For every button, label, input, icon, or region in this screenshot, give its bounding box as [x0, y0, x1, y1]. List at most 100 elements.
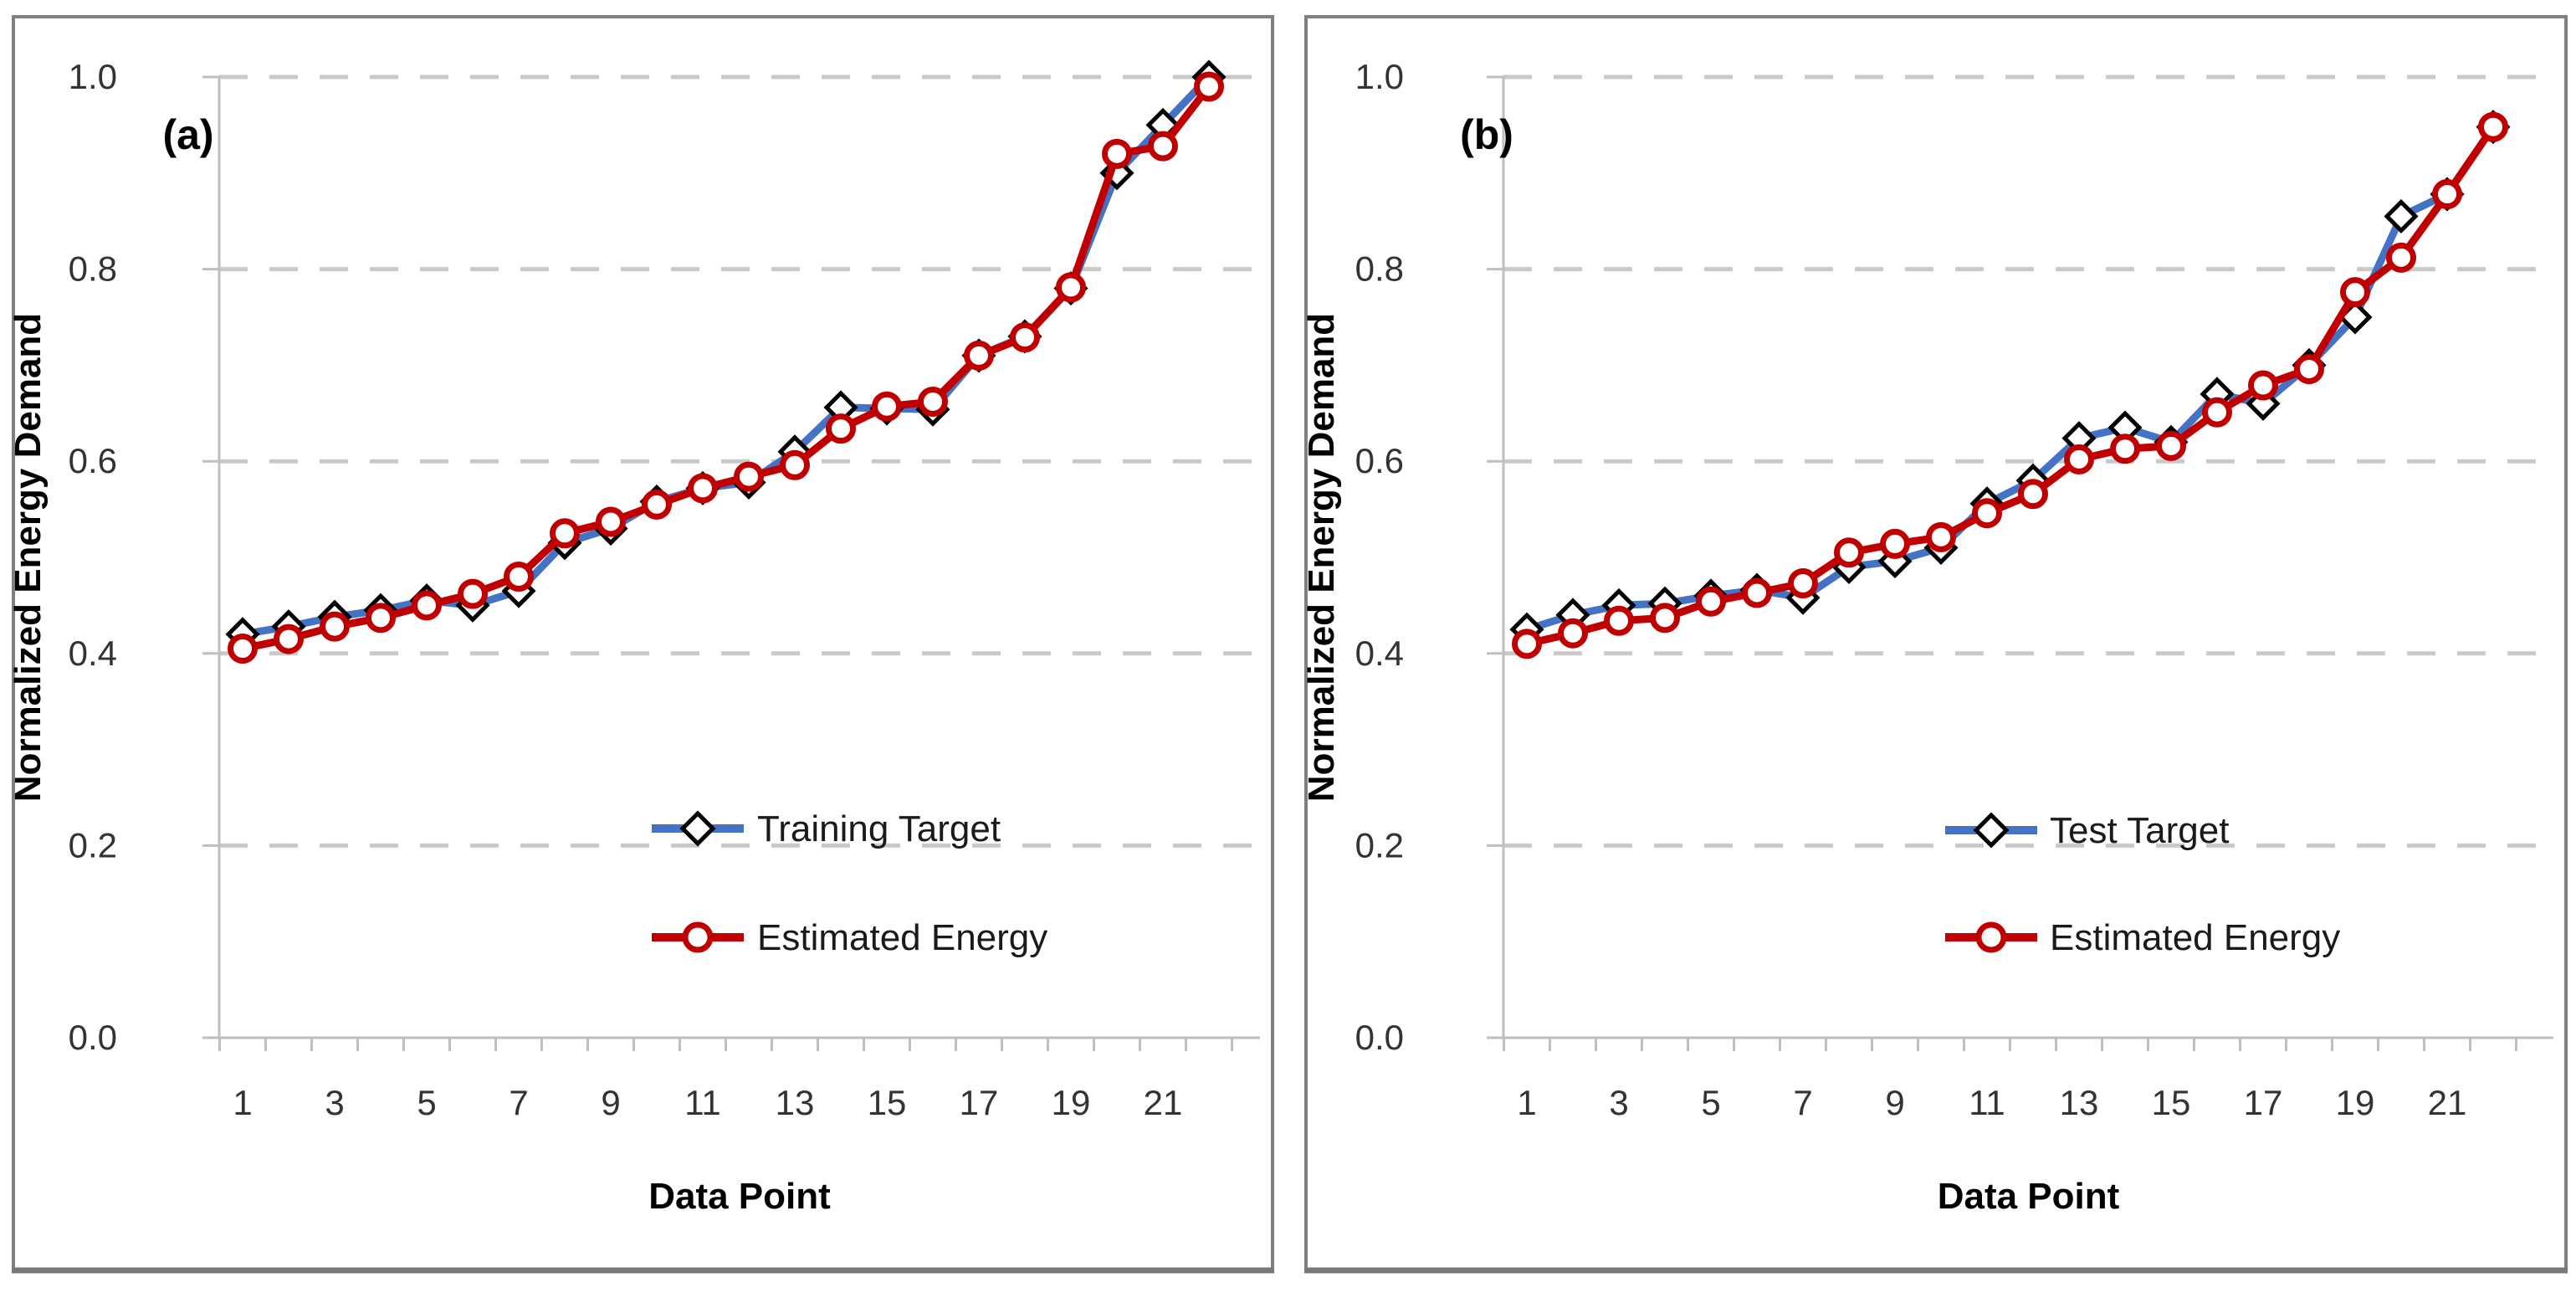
- estimated-circle-marker: [872, 391, 902, 422]
- estimated-circle-marker: [1926, 521, 1956, 552]
- x-tick-label: 15: [868, 1083, 907, 1122]
- y-tick-label: 0.0: [1355, 1018, 1404, 1057]
- estimated-circle-marker: [366, 603, 396, 634]
- x-tick-label: 9: [1885, 1083, 1904, 1122]
- x-tick-label: 13: [2060, 1083, 2099, 1122]
- y-tick-label: 1.0: [69, 57, 117, 96]
- estimated-series-line: [238, 82, 1213, 653]
- estimated-circle-marker: [228, 634, 258, 664]
- estimated-circle-marker: [1834, 537, 1864, 568]
- x-tick-label: 21: [1144, 1083, 1183, 1122]
- estimated-circle-marker: [596, 506, 626, 537]
- chart-panel-a: 1.00.80.60.40.20.01 3 5 7 9 11 13 15 17 19 21Data …: [8, 15, 1274, 1274]
- estimated-circle-marker: [1604, 605, 1634, 636]
- estimated-circle-marker: [2064, 444, 2094, 475]
- estimated-circle-marker: [780, 449, 810, 480]
- estimated-circle-marker: [1742, 577, 1772, 608]
- legend-item: Training Target: [652, 808, 1001, 849]
- x-tick-label: 3: [1609, 1083, 1628, 1122]
- legend-circle-icon: [682, 921, 714, 953]
- legend-label: Training Target: [757, 808, 1001, 849]
- y-tick-label: 0.6: [69, 441, 117, 480]
- estimated-circle-marker: [320, 611, 350, 642]
- estimated-circle-marker: [1788, 567, 1818, 598]
- estimated-circle-marker: [2156, 430, 2186, 461]
- panel-border: [12, 15, 1274, 1271]
- x-tick-label: 5: [417, 1083, 436, 1122]
- estimated-circle-marker: [2294, 353, 2324, 384]
- y-tick-label: 0.2: [69, 825, 117, 864]
- x-tick-label: 17: [2244, 1083, 2283, 1122]
- panel-border: [1304, 15, 2568, 1271]
- panel-label: (a): [162, 111, 213, 158]
- estimated-circle-marker: [1650, 603, 1680, 634]
- estimated-circle-marker: [2110, 434, 2140, 464]
- estimated-circle-marker: [1696, 586, 1726, 617]
- estimated-circle-marker: [550, 518, 580, 549]
- x-tick-label: 3: [325, 1083, 344, 1122]
- x-tick-label: 7: [509, 1083, 528, 1122]
- y-axis-title: Normalized Energy Demand: [1301, 313, 1342, 802]
- panel-label: (b): [1460, 111, 1513, 158]
- estimated-circle-marker: [274, 623, 304, 654]
- estimated-circle-marker: [1010, 322, 1040, 353]
- legend-item: Test Target: [1945, 810, 2229, 851]
- estimated-circle-marker: [1512, 628, 1542, 659]
- estimated-circle-marker: [2386, 242, 2416, 273]
- estimated-circle-marker: [504, 561, 534, 592]
- estimated-circle-marker: [688, 473, 718, 504]
- x-tick-label: 19: [2336, 1083, 2375, 1122]
- x-tick-label: 7: [1793, 1083, 1812, 1122]
- estimated-circle-marker: [2018, 479, 2048, 510]
- chart-panel-b: 1.00.80.60.40.20.01 3 5 7 9 11 13 15 17 19 21Data …: [1301, 15, 2568, 1274]
- estimated-circle-marker: [1194, 71, 1224, 102]
- legend-label: Estimated Energy: [757, 917, 1047, 958]
- y-tick-label: 0.4: [69, 634, 117, 673]
- estimated-circle-marker: [734, 461, 764, 492]
- estimated-circle-marker: [826, 413, 856, 444]
- y-tick-label: 1.0: [1355, 57, 1404, 96]
- target-series-line: [1523, 123, 2497, 634]
- legend-label: Test Target: [2050, 810, 2229, 851]
- x-tick-label: 21: [2428, 1083, 2467, 1122]
- legend-label: Estimated Energy: [2050, 917, 2340, 958]
- x-tick-label: 19: [1052, 1083, 1091, 1122]
- y-tick-label: 0.0: [69, 1018, 117, 1057]
- x-tick-label: 1: [1517, 1083, 1536, 1122]
- x-tick-label: 1: [233, 1083, 252, 1122]
- x-tick-label: 5: [1701, 1083, 1720, 1122]
- estimated-circle-marker: [2432, 179, 2462, 210]
- estimated-circle-marker: [2248, 370, 2278, 401]
- legend-diamond-icon: [679, 810, 716, 847]
- legend-item: Estimated Energy: [652, 917, 1047, 958]
- estimated-circle-marker: [2340, 277, 2370, 308]
- x-tick-label: 15: [2152, 1083, 2191, 1122]
- legend-circle-icon: [1975, 921, 2007, 953]
- x-tick-label: 11: [1969, 1083, 2005, 1122]
- estimated-circle-marker: [1148, 131, 1178, 162]
- estimated-circle-marker: [1972, 498, 2002, 529]
- estimated-circle-marker: [2202, 397, 2232, 428]
- target-diamond-marker: [2384, 198, 2419, 233]
- estimated-circle-marker: [1558, 618, 1588, 649]
- y-tick-label: 0.6: [1355, 441, 1404, 480]
- estimated-circle-marker: [1056, 272, 1086, 303]
- y-tick-label: 0.2: [1355, 825, 1404, 864]
- estimated-series-line: [1523, 123, 2497, 648]
- x-tick-label: 9: [601, 1083, 620, 1122]
- x-axis-title: Data Point: [1938, 1176, 2120, 1217]
- y-tick-label: 0.8: [69, 249, 117, 289]
- estimated-circle-marker: [2478, 111, 2508, 142]
- x-tick-label: 13: [776, 1083, 815, 1122]
- estimated-circle-marker: [964, 340, 994, 371]
- legend-item: Estimated Energy: [1945, 917, 2340, 958]
- y-tick-label: 0.8: [1355, 249, 1404, 289]
- estimated-circle-marker: [1880, 528, 1910, 559]
- estimated-circle-marker: [1102, 138, 1132, 169]
- y-tick-label: 0.4: [1355, 634, 1404, 673]
- x-axis-title: Data Point: [648, 1176, 831, 1217]
- x-tick-label: 17: [960, 1083, 999, 1122]
- y-axis-title: Normalized Energy Demand: [8, 313, 49, 802]
